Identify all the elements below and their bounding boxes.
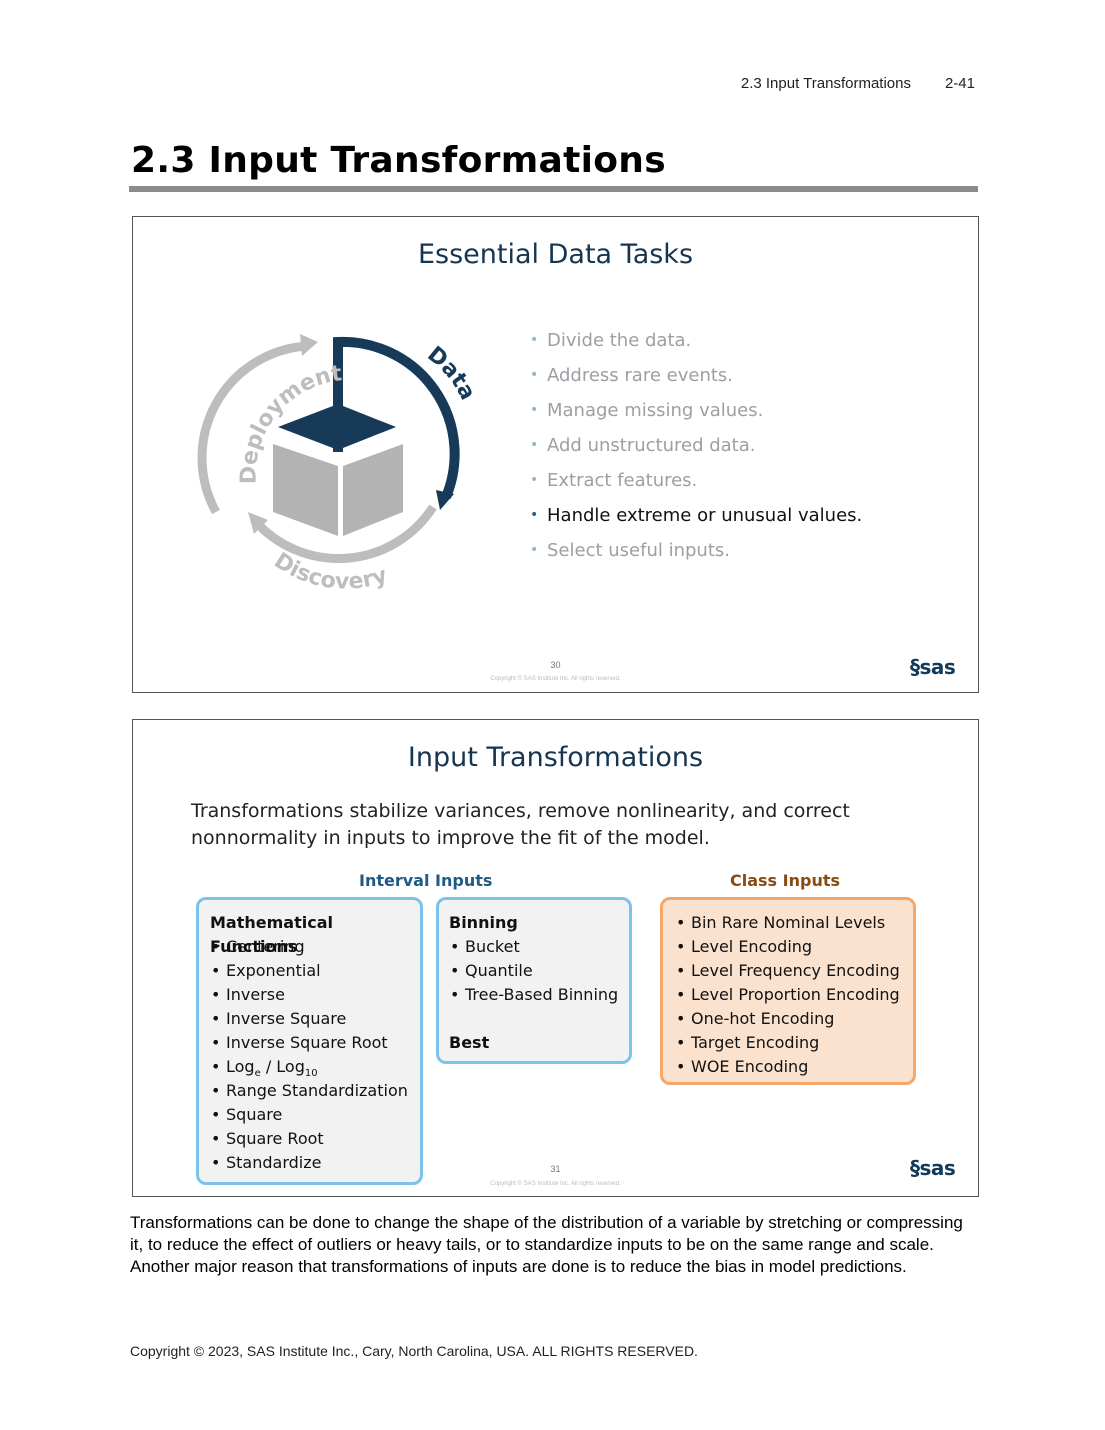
class-input-item: WOE Encoding bbox=[675, 1055, 913, 1079]
binning-heading: Binning bbox=[449, 913, 518, 932]
task-item: Divide the data. bbox=[530, 323, 862, 358]
math-function-item: Square bbox=[210, 1103, 420, 1127]
running-header-section: 2.3 Input Transformations bbox=[740, 75, 911, 92]
binning-item: Quantile bbox=[449, 959, 629, 983]
analytics-cycle-diagram: Deployment Data Discovery bbox=[197, 334, 478, 595]
deployment-arc bbox=[197, 341, 309, 515]
cube-left-face bbox=[273, 444, 338, 536]
slide-number: 30 bbox=[550, 660, 561, 670]
deployment-arrowhead bbox=[300, 334, 318, 356]
class-inputs-label: Class Inputs bbox=[730, 871, 840, 890]
sas-swirl-icon: § bbox=[910, 655, 920, 679]
svg-text:Data: Data bbox=[422, 342, 478, 404]
class-input-item: Bin Rare Nominal Levels bbox=[675, 911, 913, 935]
slide-input-transformations: Input Transformations Transformations st… bbox=[132, 719, 979, 1197]
task-item: Extract features. bbox=[530, 463, 862, 498]
math-functions-list: Centering Exponential Inverse Inverse Sq… bbox=[210, 935, 420, 1175]
data-arc bbox=[333, 336, 460, 499]
slide-number: 31 bbox=[550, 1164, 561, 1174]
math-function-item: Centering bbox=[210, 935, 420, 959]
discovery-arc bbox=[252, 504, 437, 564]
binning-list: Bucket Quantile Tree-Based Binning bbox=[449, 935, 629, 1007]
page-title: 2.3 Input Transformations bbox=[131, 140, 666, 181]
math-function-item: Standardize bbox=[210, 1151, 420, 1175]
math-function-item: Inverse Square Root bbox=[210, 1031, 420, 1055]
math-function-item: Exponential bbox=[210, 959, 420, 983]
task-item: Address rare events. bbox=[530, 358, 862, 393]
slide-copyright: Copyright © SAS Institute Inc. All right… bbox=[490, 676, 621, 682]
math-function-item: Inverse Square bbox=[210, 1007, 420, 1031]
discovery-arrowhead bbox=[248, 512, 268, 534]
sas-logo: §sas bbox=[910, 1156, 956, 1180]
binning-item: Tree-Based Binning bbox=[449, 983, 629, 1007]
best-heading: Best bbox=[449, 1033, 490, 1052]
slide-title: Input Transformations bbox=[407, 742, 704, 773]
body-paragraph: Transformations can be done to change th… bbox=[130, 1213, 963, 1276]
sas-swirl-icon: § bbox=[910, 1156, 920, 1180]
math-function-item: Range Standardization bbox=[210, 1079, 420, 1103]
cube-top bbox=[278, 404, 396, 450]
task-item: Manage missing values. bbox=[530, 393, 862, 428]
title-rule bbox=[129, 186, 978, 192]
class-inputs-list: Bin Rare Nominal Levels Level Encoding L… bbox=[675, 911, 913, 1079]
task-list: Divide the data. Address rare events. Ma… bbox=[530, 323, 862, 568]
class-input-item: Level Encoding bbox=[675, 935, 913, 959]
data-label: Data bbox=[422, 342, 478, 404]
slide-essential-data-tasks: Essential Data Tasks Deployment Data Dis… bbox=[132, 216, 979, 693]
page-copyright: Copyright © 2023, SAS Institute Inc., Ca… bbox=[130, 1343, 698, 1359]
slide-intro-text: Transformations stabilize variances, rem… bbox=[191, 800, 850, 849]
sas-logo: §sas bbox=[910, 655, 956, 679]
math-function-item: Square Root bbox=[210, 1127, 420, 1151]
slide-title: Essential Data Tasks bbox=[417, 239, 694, 270]
task-item: Select useful inputs. bbox=[530, 533, 862, 568]
cube-right-face bbox=[343, 444, 403, 536]
data-arrowhead bbox=[436, 490, 454, 510]
class-inputs-box: Bin Rare Nominal Levels Level Encoding L… bbox=[660, 897, 916, 1085]
math-function-item-log: Loge / Log10 bbox=[210, 1055, 420, 1079]
math-functions-box: Mathematical Functions Centering Exponen… bbox=[196, 897, 423, 1185]
binning-box: Binning Bucket Quantile Tree-Based Binni… bbox=[436, 897, 632, 1064]
class-input-item: Level Frequency Encoding bbox=[675, 959, 913, 983]
binning-item: Bucket bbox=[449, 935, 629, 959]
running-header: 2.3 Input Transformations 2-41 bbox=[707, 75, 975, 92]
interval-inputs-label: Interval Inputs bbox=[359, 871, 493, 890]
class-input-item: One-hot Encoding bbox=[675, 1007, 913, 1031]
running-header-page: 2-41 bbox=[944, 75, 975, 92]
math-function-item: Inverse bbox=[210, 983, 420, 1007]
math-functions-heading: Mathematical Functions bbox=[210, 913, 333, 956]
task-item-active: Handle extreme or unusual values. bbox=[530, 498, 862, 533]
class-input-item: Target Encoding bbox=[675, 1031, 913, 1055]
task-item: Add unstructured data. bbox=[530, 428, 862, 463]
class-input-item: Level Proportion Encoding bbox=[675, 983, 913, 1007]
slide-copyright: Copyright © SAS Institute Inc. All right… bbox=[490, 1181, 621, 1187]
